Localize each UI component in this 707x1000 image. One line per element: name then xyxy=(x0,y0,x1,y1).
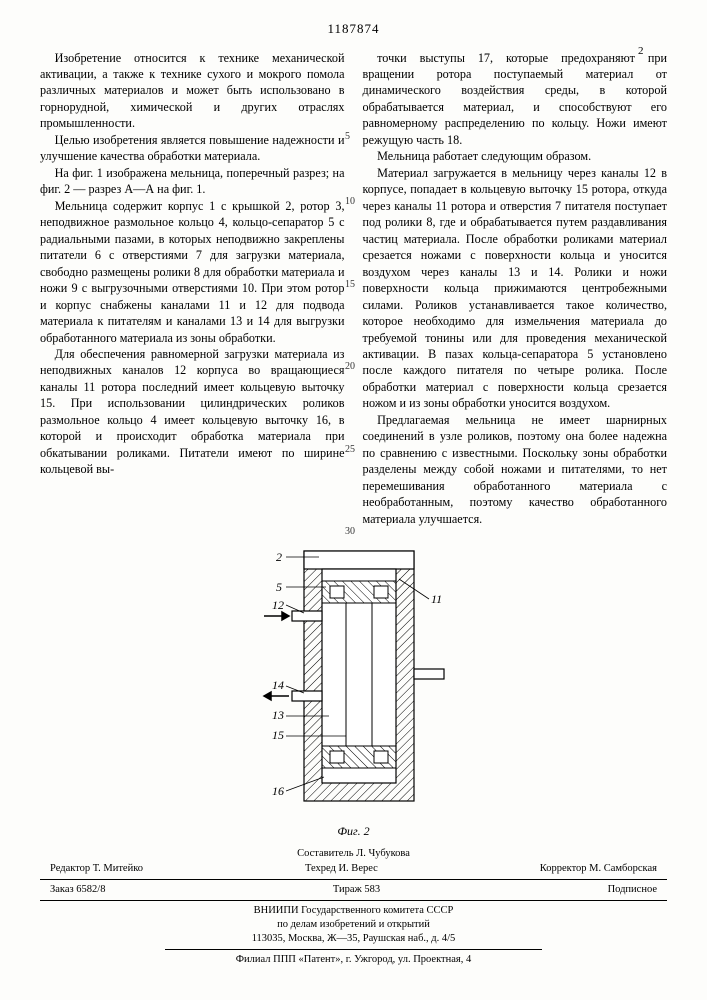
patent-number: 1187874 xyxy=(40,20,667,38)
credits-author: Составитель Л. Чубукова xyxy=(40,847,667,861)
column-left: Изобретение относится к технике механиче… xyxy=(40,50,345,528)
line-number: 10 xyxy=(345,195,355,209)
para: Для обеспечения равномерной загрузки мат… xyxy=(40,346,345,478)
credits-addr1: 113035, Москва, Ж—35, Раушская наб., д. … xyxy=(40,932,667,946)
line-number: 5 xyxy=(345,130,350,144)
fig-label: 12 xyxy=(272,598,284,612)
para: Материал загружается в мельницу через ка… xyxy=(363,165,668,412)
fig-label: 14 xyxy=(272,678,284,692)
para: На фиг. 1 изображена мельница, поперечны… xyxy=(40,165,345,198)
para: Мельница работает следующим образом. xyxy=(363,148,668,164)
credits-addr2: Филиал ППП «Патент», г. Ужгород, ул. Про… xyxy=(40,953,667,967)
line-number: 15 xyxy=(345,278,355,292)
fig-label: 5 xyxy=(276,580,282,594)
credits-org2: по делам изобретений и открытий xyxy=(40,918,667,932)
figure-2: 2 5 12 11 14 13 15 16 Фиг. 2 xyxy=(40,541,667,839)
credits-corrector: Корректор М. Самборская xyxy=(540,862,657,876)
fig-label: 11 xyxy=(431,592,442,606)
para: точки выступы 17, которые предохраняют п… xyxy=(363,50,668,149)
fig-label: 16 xyxy=(272,784,284,798)
fig-label: 13 xyxy=(272,708,284,722)
page-number-right: 2 xyxy=(638,44,644,59)
para: Мельница содержит корпус 1 с крышкой 2, … xyxy=(40,198,345,346)
credits-order: Заказ 6582/8 xyxy=(50,883,105,897)
fig-label: 2 xyxy=(276,550,282,564)
credits-block: Составитель Л. Чубукова Редактор Т. Мите… xyxy=(40,847,667,967)
fig-label: 15 xyxy=(272,728,284,742)
line-number: 20 xyxy=(345,360,355,374)
para: Целью изобретения является повышение над… xyxy=(40,132,345,165)
column-right: точки выступы 17, которые предохраняют п… xyxy=(363,50,668,528)
line-number: 30 xyxy=(345,525,355,539)
para: Изобретение относится к технике механиче… xyxy=(40,50,345,132)
credits-sign: Подписное xyxy=(608,883,657,897)
line-number: 25 xyxy=(345,443,355,457)
figure-2-svg: 2 5 12 11 14 13 15 16 xyxy=(234,541,474,821)
credits-tech: Техред И. Верес xyxy=(305,862,378,876)
credits-tirazh: Тираж 583 xyxy=(333,883,380,897)
credits-org1: ВНИИПИ Государственного комитета СССР xyxy=(40,904,667,918)
figure-caption: Фиг. 2 xyxy=(40,823,667,839)
credits-editor: Редактор Т. Митейко xyxy=(50,862,143,876)
para: Предлагаемая мельница не имеет шарнирных… xyxy=(363,412,668,527)
